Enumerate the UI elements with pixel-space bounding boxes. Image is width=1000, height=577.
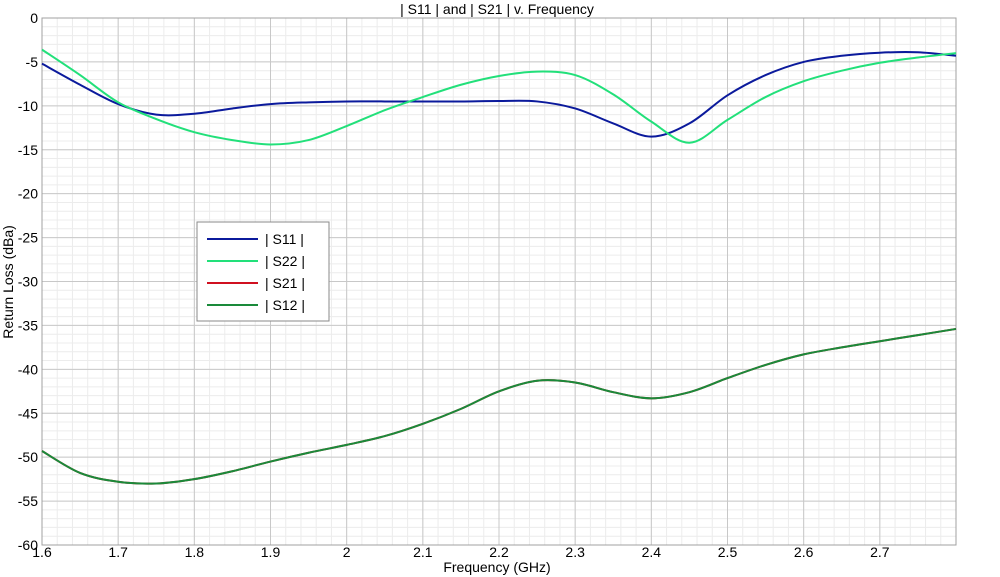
x-tick-labels: 1.6 1.7 1.8 1.9 2 2.1 2.2 2.3 2.4 2.5 2.6 2.7 — [32, 544, 890, 560]
plot-area-border — [41, 17, 957, 546]
legend-label-s12: | S12 | — [265, 297, 305, 313]
legend[interactable]: | S11 | | S22 | | S21 | | S12 | — [196, 221, 330, 322]
y-tick-label: 0 — [30, 10, 38, 26]
y-tick-label: -40 — [18, 361, 38, 377]
y-tick-label: -15 — [18, 142, 38, 158]
y-tick-label: -25 — [18, 230, 38, 246]
legend-label-s22: | S22 | — [265, 253, 305, 269]
y-tick-label: -60 — [18, 537, 38, 553]
x-tick-label: 1.6 — [32, 544, 52, 560]
x-tick-label: 2.7 — [870, 544, 890, 560]
x-tick-label: 2 — [343, 544, 351, 560]
chart-title: | S11 | and | S21 | v. Frequency — [400, 1, 594, 17]
x-tick-label: 1.7 — [108, 544, 128, 560]
x-tick-label: 2.1 — [413, 544, 433, 560]
y-axis-label: Return Loss (dBa) — [0, 225, 16, 339]
x-axis-label: Frequency (GHz) — [443, 559, 550, 575]
x-tick-label: 1.8 — [185, 544, 205, 560]
y-tick-label: -45 — [18, 405, 38, 421]
series-lines — [41, 48, 957, 485]
y-tick-label: -50 — [18, 449, 38, 465]
y-tick-label: -35 — [18, 317, 38, 333]
series-line-s12 — [41, 327, 957, 485]
y-tick-label: -10 — [18, 98, 38, 114]
series-line-s11 — [41, 51, 957, 138]
y-tick-label: -55 — [18, 493, 38, 509]
legend-box — [196, 221, 330, 322]
x-tick-label: 2.6 — [794, 544, 814, 560]
y-tick-label: -30 — [18, 274, 38, 290]
legend-label-s11: | S11 | — [265, 231, 304, 247]
series-line-s22 — [41, 48, 957, 146]
y-tick-label: -5 — [26, 54, 39, 70]
x-tick-label: 2.5 — [718, 544, 738, 560]
legend-label-s21: | S21 | — [265, 275, 305, 291]
x-tick-label: 2.2 — [489, 544, 509, 560]
x-tick-label: 1.9 — [261, 544, 281, 560]
x-tick-label: 2.3 — [565, 544, 585, 560]
y-tick-labels: 0 -5 -10 -15 -20 -25 -30 -35 -40 -45 -50 -55 -60 — [18, 10, 38, 553]
y-tick-label: -20 — [18, 186, 38, 202]
x-tick-label: 2.4 — [642, 544, 662, 560]
major-grid — [41, 17, 956, 546]
